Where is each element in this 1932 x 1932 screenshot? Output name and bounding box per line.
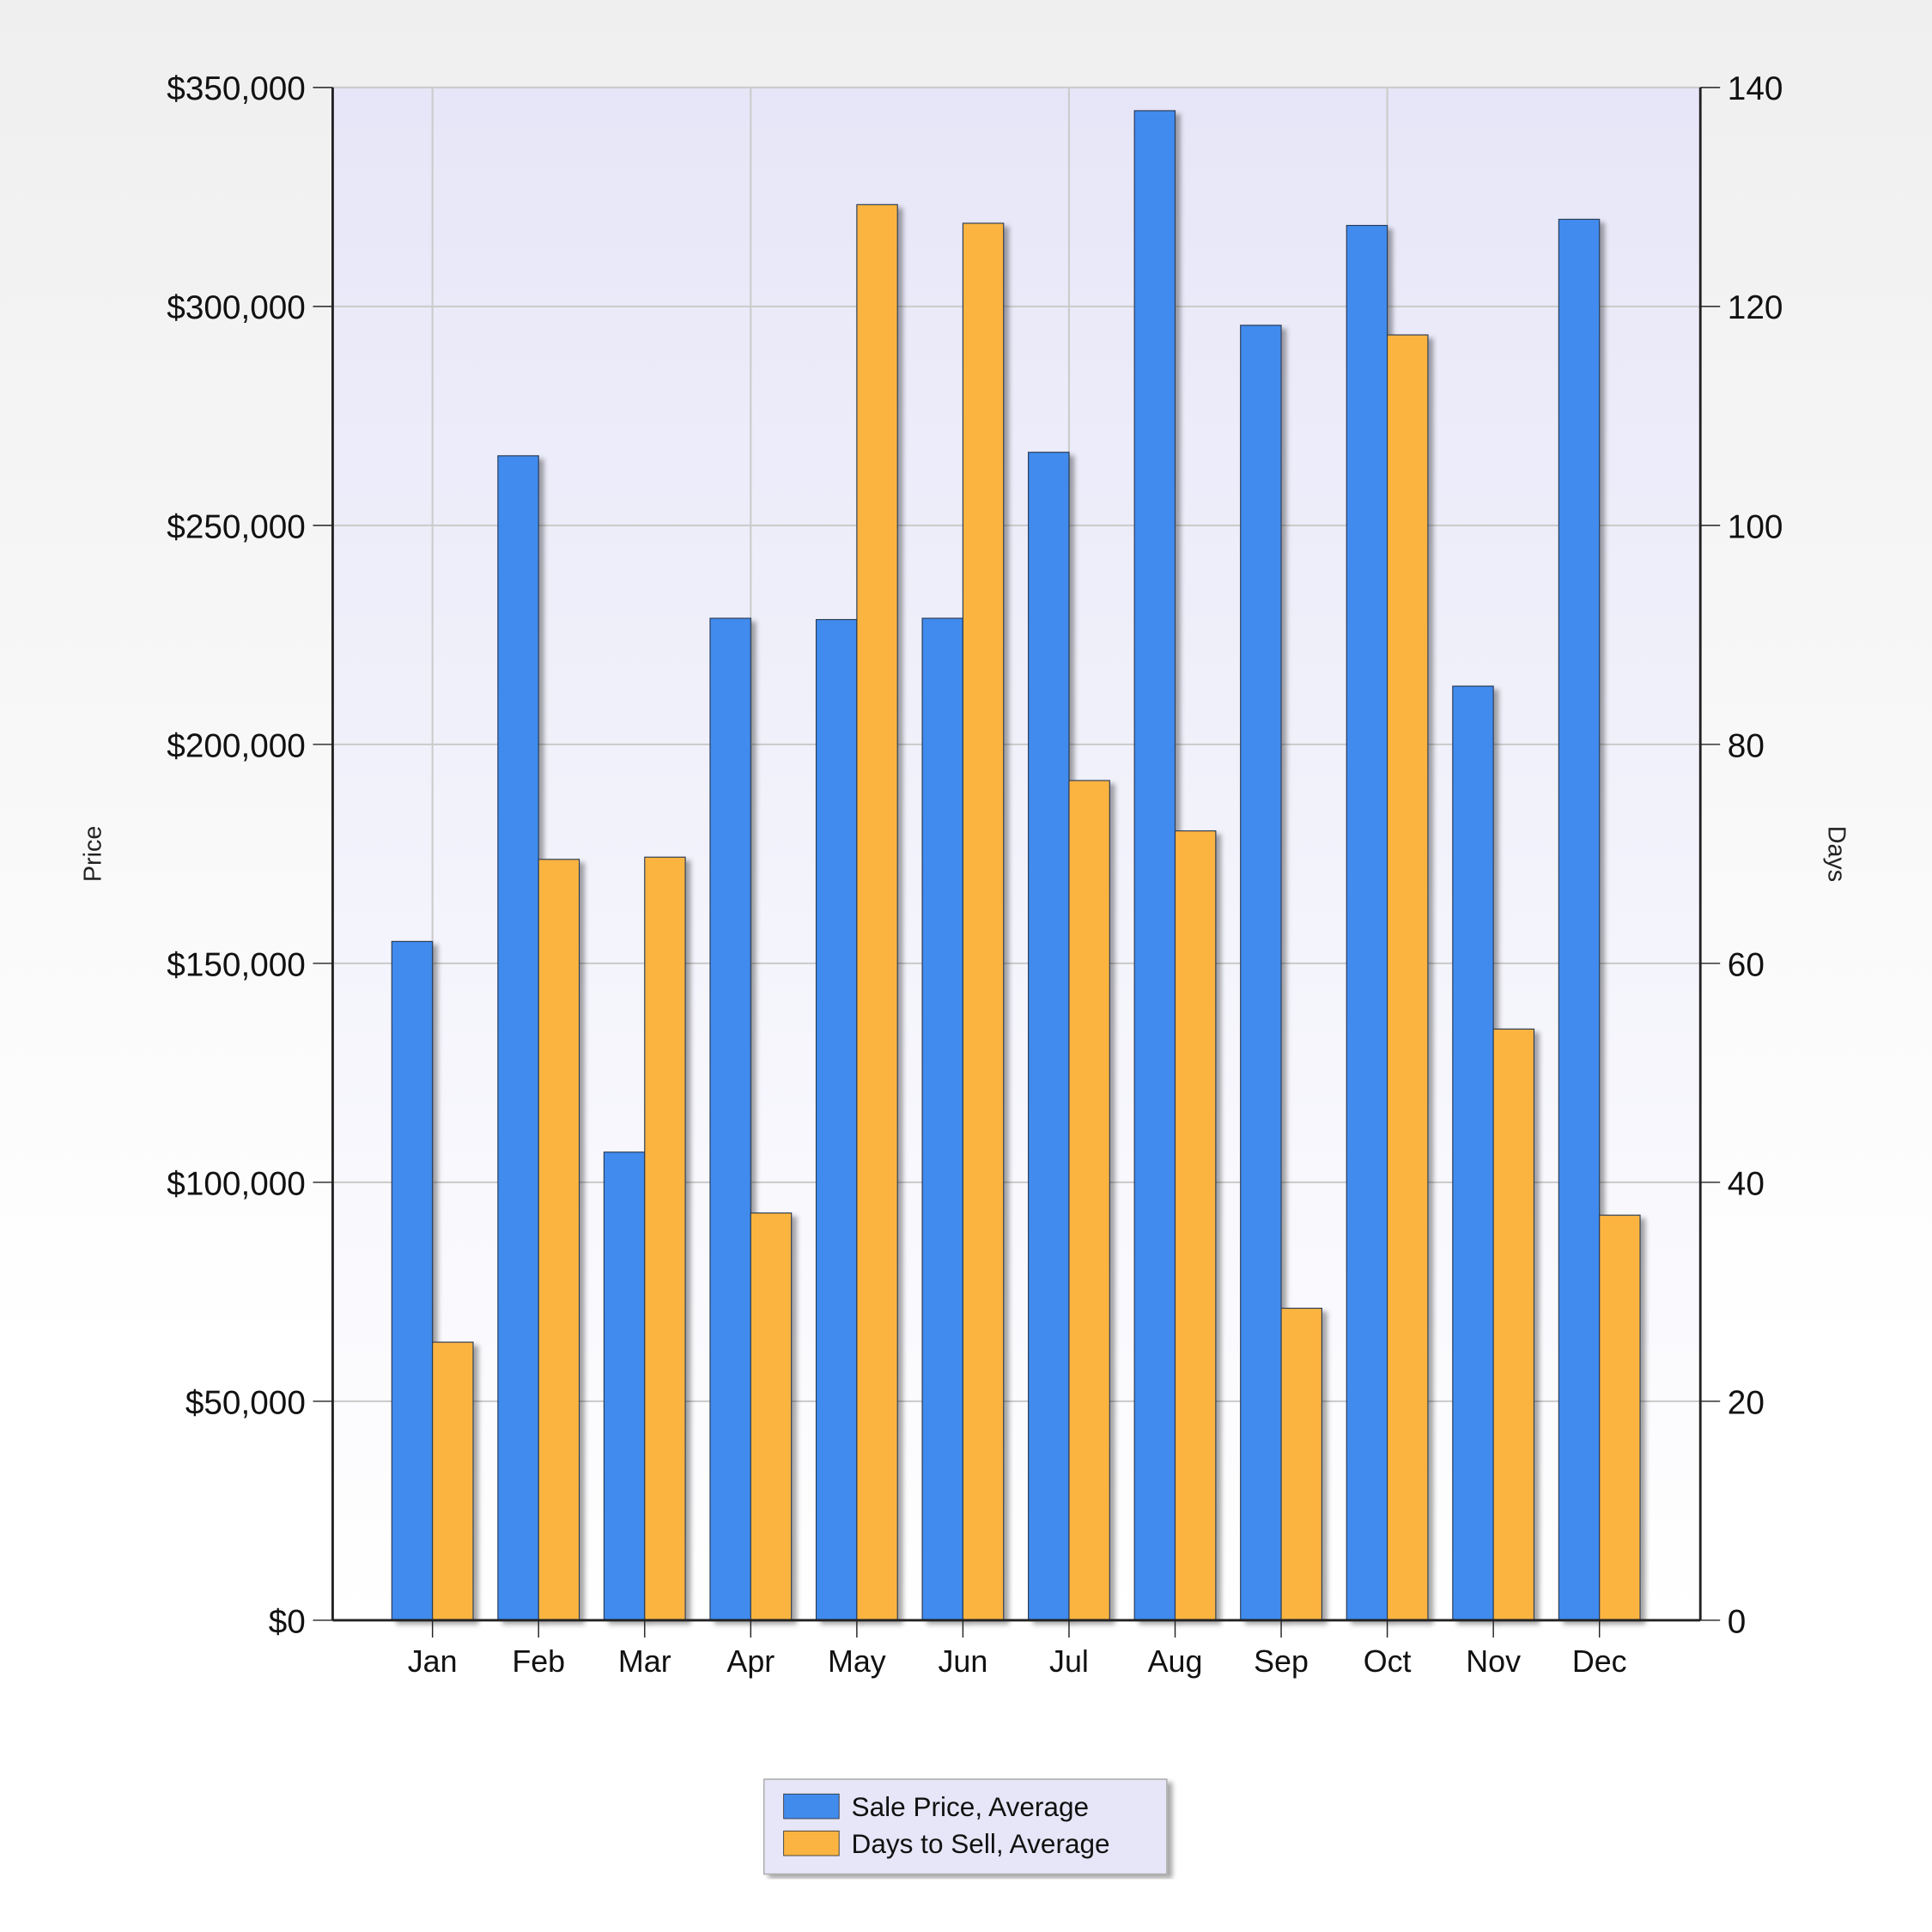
x-tick-label: Jan (408, 1644, 458, 1679)
legend-swatch-sale-price (783, 1793, 840, 1820)
bar-sale-price-jul (1028, 452, 1070, 1621)
bar-days-to-sell-mar (644, 856, 686, 1621)
legend-label-days: Days to Sell, Average (852, 1828, 1110, 1859)
x-tick-label: Feb (512, 1644, 565, 1679)
x-tick-label: Nov (1466, 1644, 1521, 1679)
y2-tick-label: 60 (1728, 946, 1765, 983)
x-tick-label: Oct (1364, 1644, 1412, 1679)
x-tick-label: Mar (618, 1644, 671, 1679)
x-tick-label: May (828, 1644, 886, 1679)
y2-tick-label: 0 (1728, 1603, 1747, 1640)
y2-tick-label: 120 (1728, 289, 1783, 326)
x-tick-label: Aug (1148, 1644, 1203, 1679)
bar-days-to-sell-jun (962, 222, 1005, 1621)
bar-days-to-sell-oct (1387, 334, 1429, 1621)
bar-sale-price-feb (497, 455, 539, 1621)
bar-sale-price-nov (1452, 685, 1494, 1621)
bar-sale-price-oct (1346, 224, 1388, 1621)
bar-sale-price-may (815, 618, 858, 1621)
bar-sale-price-jun (921, 617, 963, 1621)
bar-days-to-sell-sep (1280, 1307, 1322, 1621)
y2-tick-label: 40 (1728, 1165, 1765, 1202)
bar-sale-price-sep (1240, 325, 1282, 1621)
y-tick-label: $250,000 (167, 508, 306, 545)
bar-days-to-sell-dec (1599, 1214, 1641, 1621)
y2-tick-label: 20 (1728, 1384, 1765, 1421)
bar-days-to-sell-aug (1174, 830, 1217, 1621)
y-tick-label: $350,000 (167, 70, 306, 107)
bar-days-to-sell-may (856, 204, 898, 1621)
bar-sale-price-mar (603, 1151, 646, 1621)
legend: Sale Price, Average Days to Sell, Averag… (762, 1778, 1168, 1875)
bar-sale-price-aug (1133, 110, 1176, 1621)
x-tick-label: Jun (938, 1644, 987, 1679)
bar-days-to-sell-nov (1492, 1028, 1535, 1621)
y-tick-label: $300,000 (167, 289, 306, 326)
y2-tick-label: 80 (1728, 727, 1765, 764)
x-tick-label: Apr (726, 1644, 775, 1679)
bar-days-to-sell-jan (432, 1341, 474, 1621)
y2-tick-label: 100 (1728, 508, 1783, 545)
bar-days-to-sell-apr (750, 1212, 793, 1621)
y-tick-label: $200,000 (167, 727, 306, 764)
x-tick-label: Jul (1049, 1644, 1089, 1679)
y-axis-title: Price (80, 826, 107, 882)
legend-swatch-days (783, 1830, 840, 1856)
y-tick-label: $0 (269, 1603, 306, 1640)
x-tick-label: Sep (1254, 1644, 1309, 1679)
bar-sale-price-dec (1558, 218, 1601, 1621)
bar-sale-price-apr (709, 617, 751, 1621)
y-tick-label: $100,000 (167, 1165, 306, 1202)
bar-days-to-sell-feb (538, 859, 580, 1621)
bar-days-to-sell-jul (1068, 780, 1110, 1621)
legend-label-sale-price: Sale Price, Average (852, 1791, 1090, 1822)
y-tick-label: $50,000 (185, 1384, 306, 1421)
x-tick-label: Dec (1572, 1644, 1627, 1679)
y2-tick-label: 140 (1728, 70, 1783, 107)
y-tick-label: $150,000 (167, 946, 306, 983)
y2-axis-title: Days (1822, 826, 1850, 882)
bar-sale-price-jan (391, 940, 434, 1621)
